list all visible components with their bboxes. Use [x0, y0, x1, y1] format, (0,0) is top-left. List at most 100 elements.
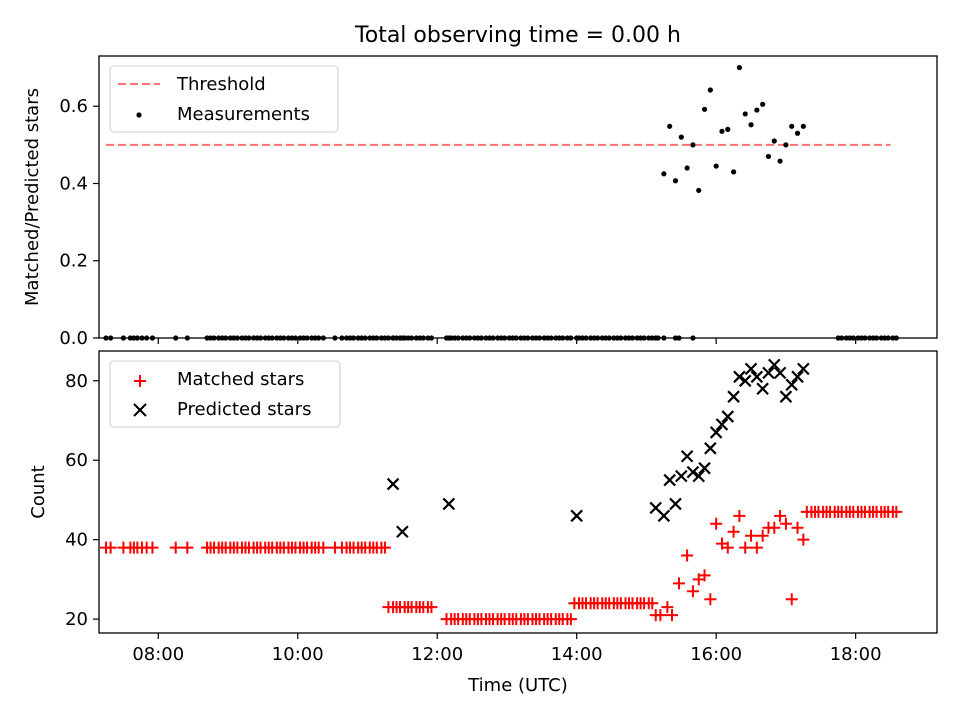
counts-axes-frame	[98, 350, 938, 634]
matched-star-point	[654, 609, 667, 622]
predicted-star-point	[721, 410, 735, 423]
predicted-star-point	[756, 382, 769, 396]
predicted-star-point	[663, 473, 676, 487]
x-tick-label: 14:00	[551, 644, 603, 665]
matched-star-point	[779, 517, 792, 530]
matched-star-point	[890, 505, 903, 518]
measurement-point	[725, 126, 731, 132]
measurement-point	[667, 123, 673, 129]
matched-star-point	[785, 593, 798, 606]
predicted-star-point	[704, 442, 717, 455]
measurement-point	[684, 165, 690, 171]
y-tick-label: 0.2	[59, 251, 88, 272]
predicted-star-point	[727, 390, 740, 403]
counts-y-axis-label: Count	[28, 465, 49, 518]
matched-star-point	[774, 509, 787, 522]
predicted-star-point	[570, 509, 583, 523]
measurement-point	[678, 134, 684, 140]
predicted-star-point	[442, 497, 456, 511]
predicted-star-point	[715, 418, 729, 431]
matched-star-point	[797, 533, 810, 546]
predicted-star-point	[768, 358, 781, 372]
measurement-point	[742, 111, 748, 117]
predicted-star-point	[386, 477, 400, 491]
matched-star-point	[564, 613, 577, 626]
predicted-star-point	[733, 370, 746, 384]
predicted-star-point	[762, 366, 775, 380]
counts-plot-area	[99, 358, 903, 626]
measurement-point	[789, 123, 795, 129]
measurement-point	[777, 158, 783, 164]
y-tick-label: 0.6	[59, 96, 88, 117]
legend-measurements-label: Measurements	[177, 104, 310, 125]
predicted-star-point	[797, 362, 810, 376]
measurement-point	[696, 187, 702, 194]
measurement-point	[690, 142, 696, 148]
measurement-point	[707, 87, 713, 93]
predicted-star-point	[791, 370, 804, 384]
predicted-star-point	[779, 390, 793, 403]
legend-threshold-label: Threshold	[176, 74, 266, 95]
counts-legend: Matched stars Predicted stars	[109, 360, 341, 428]
measurement-point	[719, 128, 725, 134]
matched-star-point	[756, 529, 769, 542]
predicted-star-point	[738, 374, 752, 388]
y-tick-label: 0.4	[59, 173, 88, 194]
ratio-axis-ticks: 0.0 0.2 0.4 0.6	[59, 96, 857, 349]
matched-star-point	[661, 601, 674, 614]
matched-star-point	[739, 541, 752, 554]
ratio-axes-frame	[98, 55, 938, 339]
y-tick-label: 60	[65, 450, 88, 471]
matched-star-point	[181, 541, 194, 554]
counts-legend-box	[109, 360, 341, 428]
y-tick-label: 40	[65, 530, 88, 551]
predicted-star-point	[698, 461, 711, 475]
matched-star-point	[666, 609, 679, 622]
measurement-point	[672, 178, 679, 184]
matched-star-point	[768, 521, 781, 534]
legend-matched-label: Matched stars	[177, 369, 304, 390]
predicted-star-point	[744, 362, 758, 376]
matched-star-point	[791, 521, 804, 534]
measurement-point	[754, 107, 760, 113]
counts-panel: 08:00 10:00 12:00 14:00 16:00 18:00 20 40 60 80 C…	[28, 350, 938, 696]
legend-predicted-label: Predicted stars	[177, 399, 311, 420]
matched-star-point	[733, 509, 746, 522]
figure-title: Total observing time = 0.00 h	[354, 23, 681, 48]
matched-star-point	[698, 569, 711, 582]
predicted-star-point	[750, 370, 764, 384]
matched-star-point	[646, 597, 659, 610]
matched-star-point	[317, 541, 330, 554]
ratio-legend-box	[109, 65, 339, 133]
predicted-star-point	[680, 449, 694, 463]
legend-matched-swatch	[134, 375, 146, 387]
predicted-star-point	[396, 525, 409, 538]
predicted-star-point	[773, 366, 787, 380]
measurement-point	[765, 153, 772, 160]
predicted-star-point	[669, 497, 682, 511]
x-tick-label: 12:00	[411, 644, 463, 665]
matched-star-point	[672, 577, 685, 590]
x-tick-label: 10:00	[272, 644, 324, 665]
predicted-star-point	[686, 465, 700, 479]
measurement-point	[771, 138, 777, 144]
measurement-point	[713, 163, 719, 169]
measurement-point	[701, 106, 708, 112]
predicted-star-point	[709, 426, 723, 439]
x-tick-label: 18:00	[830, 644, 882, 665]
matched-star-point	[146, 541, 159, 554]
ratio-legend: Threshold Measurements	[109, 65, 339, 133]
matched-star-point	[686, 585, 699, 598]
predicted-star-point	[675, 469, 688, 483]
measurement-point	[800, 123, 806, 129]
matched-star-point	[378, 541, 391, 554]
matched-star-point	[721, 541, 734, 554]
legend-predicted-swatch	[133, 403, 147, 417]
y-tick-label: 0.0	[59, 328, 88, 349]
measurement-point	[661, 171, 667, 177]
measurement-point	[794, 130, 801, 136]
measurement-point	[783, 142, 789, 148]
counts-x-axis-label: Time (UTC)	[467, 675, 568, 696]
measurement-point	[760, 101, 766, 107]
